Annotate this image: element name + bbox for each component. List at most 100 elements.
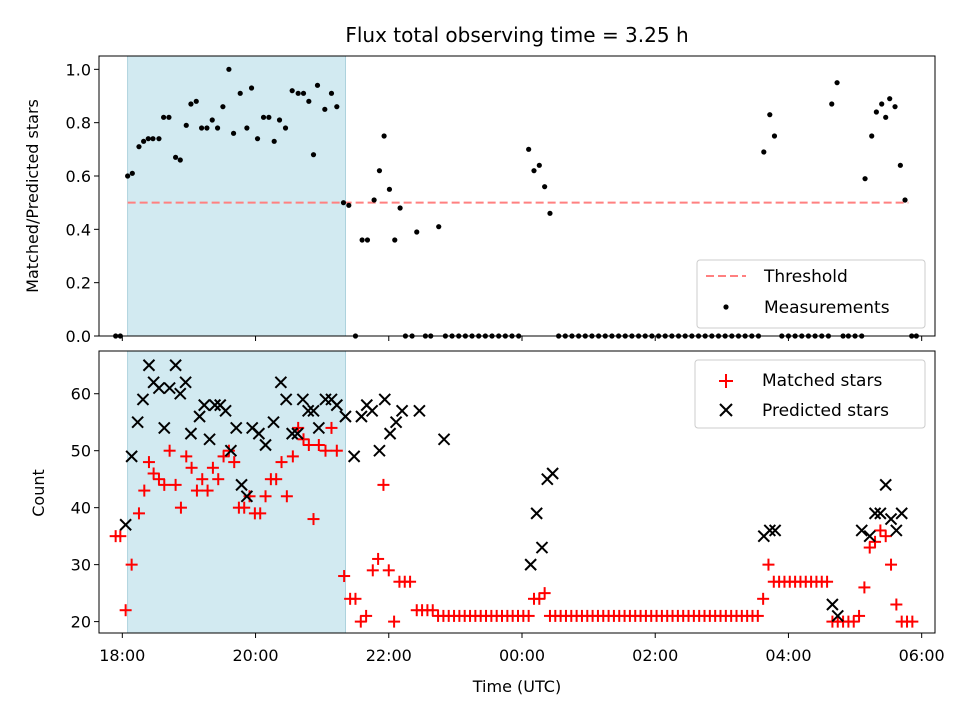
x-tick-label: 22:00: [366, 646, 412, 665]
predicted-point: [152, 381, 166, 395]
top-y-axis: 0.0 0.2 0.4 0.6 0.8 1.0: [66, 60, 99, 346]
measurement-point: [887, 96, 893, 102]
legend-measurements-swatch: [723, 304, 729, 310]
measurement-point: [209, 117, 215, 123]
measurement-point: [193, 98, 199, 104]
matched-point: [280, 490, 293, 503]
matched-point: [858, 581, 871, 594]
measurement-point: [314, 82, 321, 88]
predicted-point: [230, 421, 243, 435]
bottom-y-label: Count: [29, 469, 48, 517]
top-y-tick-label: 0.2: [66, 274, 91, 293]
matched-point: [338, 570, 351, 583]
bottom-y-tick-label: 30: [71, 556, 91, 575]
predicted-point: [296, 393, 310, 406]
measurement-point: [761, 149, 767, 155]
measurement-point: [214, 125, 221, 131]
predicted-point: [158, 421, 171, 435]
measurement-point: [230, 130, 237, 136]
chart-title: Flux total observing time = 3.25 h: [345, 23, 688, 47]
matched-point: [212, 473, 225, 486]
predicted-point: [389, 416, 403, 429]
predicted-point: [373, 444, 386, 457]
bottom-shaded-span: [127, 350, 346, 634]
predicted-point: [355, 410, 368, 423]
matched-point: [185, 461, 198, 474]
predicted-point: [279, 393, 293, 406]
measurement-point: [386, 186, 393, 192]
predicted-point: [307, 404, 320, 418]
top-y-label: Matched/Predicted stars: [23, 99, 42, 293]
matched-point: [217, 450, 230, 463]
matched-point: [388, 615, 401, 628]
matched-point: [382, 564, 395, 577]
predicted-point: [524, 558, 537, 571]
bottom-y-tick-label: 60: [71, 385, 91, 404]
x-tick-label: 20:00: [232, 646, 278, 665]
predicted-point: [826, 598, 839, 611]
measurement-point: [276, 117, 283, 123]
x-axis-label: Time (UTC): [472, 677, 561, 696]
matched-point: [307, 513, 320, 526]
predicted-point: [312, 421, 326, 435]
predicted-point: [763, 524, 777, 537]
predicted-point: [874, 507, 887, 520]
top-legend-box: [696, 259, 926, 329]
measurement-point: [322, 106, 328, 112]
predicted-point: [863, 529, 876, 543]
matched-point: [206, 461, 219, 474]
bottom-y-tick-label: 40: [71, 499, 91, 518]
top-legend: Threshold Measurements: [696, 259, 926, 329]
predicted-point: [347, 450, 361, 463]
measurement-point: [542, 184, 548, 190]
predicted-point: [169, 359, 182, 372]
measurement-point: [310, 152, 317, 158]
predicted-point: [174, 387, 187, 400]
measurement-point: [381, 133, 387, 139]
predicted-point: [136, 393, 150, 406]
predicted-point: [252, 427, 266, 440]
matched-point: [275, 456, 288, 469]
measurement-point: [161, 114, 167, 120]
measurement-point: [237, 90, 243, 96]
measurement-point: [289, 88, 295, 94]
matched-point: [404, 575, 417, 588]
predicted-point: [339, 410, 352, 423]
predicted-point: [184, 427, 198, 440]
matched-point: [377, 478, 390, 491]
bottom-y-tick-label: 20: [71, 613, 91, 632]
measurement-point: [177, 157, 183, 163]
measurement-point: [136, 144, 142, 150]
measurement-point: [371, 197, 377, 203]
matched-point: [174, 501, 187, 514]
matched-point: [132, 507, 145, 520]
measurement-point: [220, 104, 226, 110]
predicted-point: [179, 376, 192, 389]
matched-point: [874, 524, 887, 537]
measurement-point: [282, 125, 289, 131]
matched-point: [312, 439, 325, 451]
matched-point: [259, 490, 272, 503]
top-y-tick-label: 0.4: [66, 220, 91, 239]
matched-point: [821, 575, 834, 588]
predicted-point: [395, 404, 409, 418]
matched-point: [762, 558, 775, 571]
matched-point: [330, 444, 343, 457]
measurement-point: [536, 162, 542, 168]
matched-point: [254, 507, 267, 520]
matched-point: [906, 615, 919, 628]
matched-point: [863, 541, 876, 554]
predicted-point: [868, 507, 882, 520]
measurement-point: [141, 138, 147, 144]
top-panel: Flux total observing time = 3.25 h 0.00.…: [23, 23, 936, 346]
measurement-point: [260, 114, 267, 120]
legend-predicted-label: Predicted stars: [762, 401, 889, 421]
predicted-point: [208, 398, 222, 412]
measurement-point: [204, 125, 210, 131]
bottom-y-axis: 20 30 40 50 60: [71, 385, 99, 632]
matched-point: [869, 535, 882, 548]
matched-point: [138, 484, 151, 497]
predicted-point: [219, 404, 232, 418]
matched-point: [163, 444, 176, 457]
